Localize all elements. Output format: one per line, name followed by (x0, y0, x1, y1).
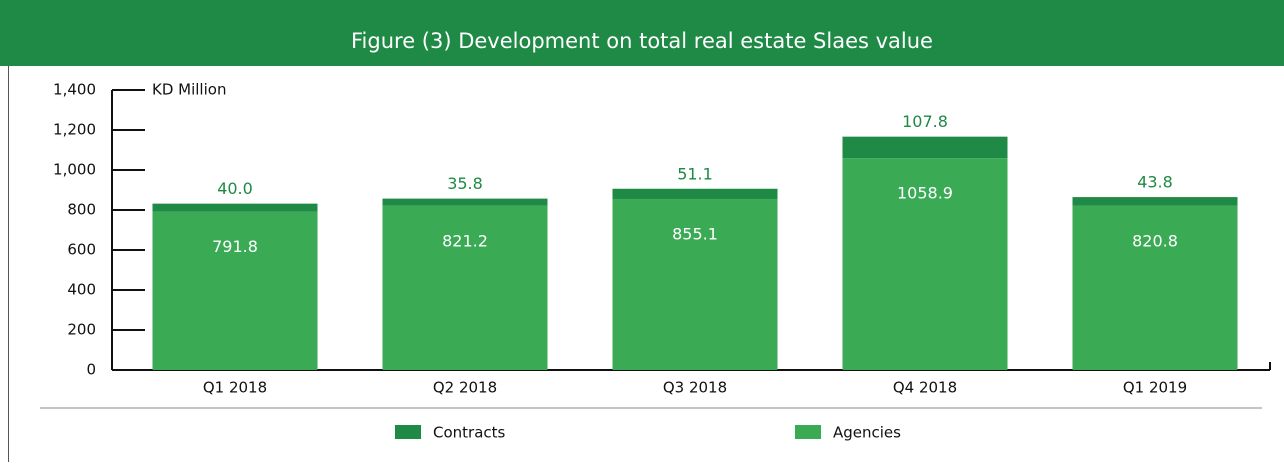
y-tick-label: 800 (67, 201, 96, 219)
bar-segment (842, 158, 1008, 370)
y-tick-label: 200 (67, 321, 96, 339)
header-bar (0, 0, 1284, 66)
y-tick-label: 1,200 (53, 121, 96, 139)
bar-segment (612, 198, 778, 370)
bar-segment (382, 205, 548, 370)
value-label: 1058.9 (897, 184, 953, 203)
y-tick-label: 1,400 (53, 81, 96, 99)
legend-label: Agencies (833, 424, 901, 442)
legend-swatch (395, 425, 421, 439)
chart-title: Figure (3) Development on total real est… (351, 29, 933, 53)
value-label: 791.8 (212, 237, 258, 256)
bar-segment (152, 203, 318, 212)
y-axis-label: KD Million (152, 81, 226, 99)
x-tick-label: Q1 2019 (1123, 379, 1187, 397)
x-tick-label: Q1 2018 (203, 379, 267, 397)
y-tick-label: 400 (67, 281, 96, 299)
bar-segment (612, 188, 778, 199)
bar-segment (842, 136, 1008, 159)
x-tick-label: Q4 2018 (893, 379, 957, 397)
bar-segment (382, 198, 548, 206)
y-tick-label: 600 (67, 241, 96, 259)
value-label: 40.0 (217, 179, 253, 198)
y-tick-label: 0 (86, 361, 96, 379)
x-tick-label: Q2 2018 (433, 379, 497, 397)
value-label: 35.8 (447, 174, 483, 193)
bar-segment (152, 211, 318, 370)
y-tick-label: 1,000 (53, 161, 96, 179)
legend-swatch (795, 425, 821, 439)
legend-label: Contracts (433, 424, 506, 442)
value-label: 855.1 (672, 224, 718, 243)
value-label: 107.8 (902, 112, 948, 131)
value-label: 43.8 (1137, 173, 1173, 192)
value-label: 51.1 (677, 164, 713, 183)
bar-segment (1072, 205, 1238, 370)
value-label: 820.8 (1132, 231, 1178, 250)
bar-segment (1072, 197, 1238, 206)
x-tick-label: Q3 2018 (663, 379, 727, 397)
value-label: 821.2 (442, 231, 488, 250)
